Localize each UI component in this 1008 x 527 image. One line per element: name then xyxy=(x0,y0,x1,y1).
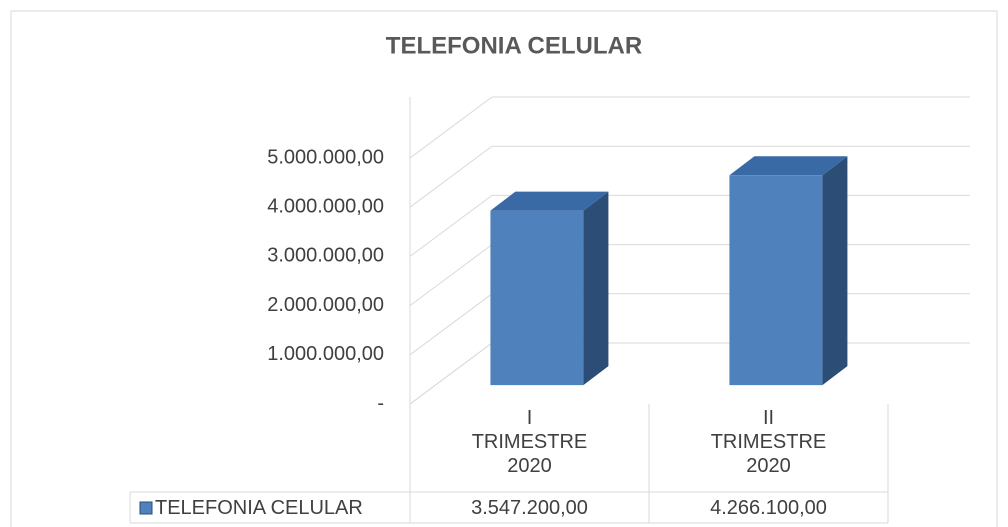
grid-line xyxy=(409,96,970,159)
legend-label: TELEFONIA CELULAR xyxy=(155,496,363,520)
table-value: 4.266.100,00 xyxy=(649,496,888,520)
y-tick-label: 2.000.000,00 xyxy=(267,294,384,316)
bar-front xyxy=(490,210,584,386)
legend-label-text: TELEFONIA CELULAR xyxy=(155,497,363,519)
bar-front xyxy=(729,175,823,386)
bar-top xyxy=(729,156,848,176)
table-value: 3.547.200,00 xyxy=(410,496,649,520)
x-tick-label-text: I TRIMESTRE 2020 xyxy=(471,407,588,477)
x-tick-label: I TRIMESTRE 2020 xyxy=(410,406,649,478)
y-tick-label: 5.000.000,00 xyxy=(267,146,384,168)
bar-top xyxy=(490,191,609,211)
x-tick-label: II TRIMESTRE 2020 xyxy=(649,406,888,478)
x-tick-label-text: II TRIMESTRE 2020 xyxy=(710,407,827,477)
chart-title: TELEFONIA CELULAR xyxy=(386,32,642,59)
bar xyxy=(490,191,609,386)
y-tick-label: - xyxy=(377,392,384,414)
table-value-text: 4.266.100,00 xyxy=(710,497,827,519)
y-tick-label: 1.000.000,00 xyxy=(267,343,384,365)
bar xyxy=(729,156,848,386)
y-tick-label: 3.000.000,00 xyxy=(267,245,384,267)
grid-line xyxy=(409,145,970,208)
y-tick-label: 4.000.000,00 xyxy=(267,195,384,217)
legend-key xyxy=(139,501,153,515)
table-value-text: 3.547.200,00 xyxy=(471,497,588,519)
bar-side xyxy=(822,156,848,386)
bar-side xyxy=(583,191,609,386)
